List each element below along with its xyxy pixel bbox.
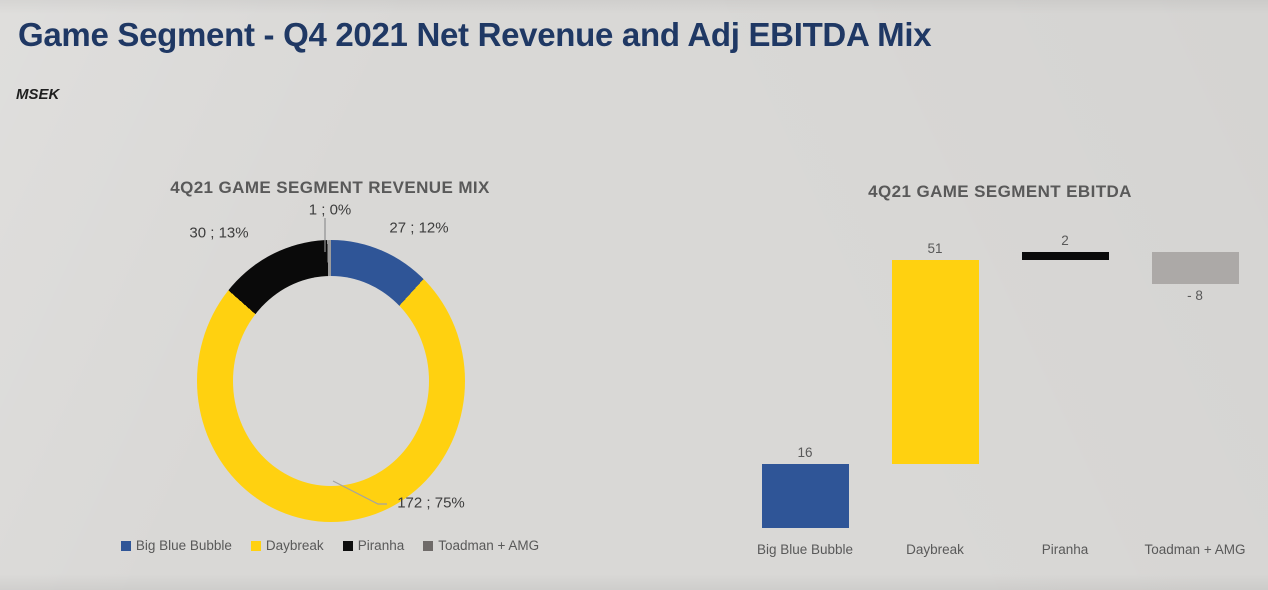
legend-item-daybreak: Daybreak [250,538,324,553]
category-label-daybreak: Daybreak [906,542,964,557]
bar-daybreak [891,259,979,464]
category-label-piranha: Piranha [1041,542,1089,557]
bar-value-label-toadman-amg: - 8 [1187,287,1203,303]
legend-item-toadman-amg: Toadman + AMG [423,538,539,553]
bar-toadman-amg [1151,251,1239,284]
ebitda-plot: 16 Big Blue Bubble 51 Daybreak 2 Piranha - 8 To… [740,170,1260,570]
legend-item-big-blue-bubble: Big Blue Bubble [120,538,232,553]
ebitda-chart: 4Q21 GAME SEGMENT EBITDA 16 Big Blue Bubb… [740,170,1260,570]
legend-label: Piranha [357,538,405,553]
legend-label: Big Blue Bubble [135,538,232,553]
legend-label: Toadman + AMG [438,538,540,553]
bar-big-blue-bubble [761,463,849,528]
legend-marker-big-blue-bubble-icon [120,540,131,551]
legend-marker-daybreak-icon [250,540,261,551]
pie-label-big-blue-bubble: 27 ; 12% [389,219,449,237]
pie-label-toadman-amg: 1 ; 0% [308,201,352,219]
ebitda-chart-title: 4Q21 GAME SEGMENT EBITDA [868,182,1132,201]
category-label-big-blue-bubble: Big Blue Bubble [756,542,854,557]
page-title: Game Segment - Q4 2021 Net Revenue and A… [18,16,932,53]
bar-value-label-big-blue-bubble: 16 [797,444,813,460]
bar-piranha [1021,251,1109,260]
revenue-mix-chart: 4Q21 GAME SEGMENT REVENUE MIX 27 ; 12% 1… [105,170,555,570]
unit-label: MSEK [16,86,60,103]
legend-marker-toadman-amg-icon [423,540,434,551]
bar-value-label-daybreak: 51 [927,240,943,256]
revenue-mix-chart-title: 4Q21 GAME SEGMENT REVENUE MIX [170,178,490,197]
legend-item-piranha: Piranha [342,538,405,553]
bar-value-label-piranha: 2 [1061,232,1069,248]
revenue-mix-donut [197,240,465,522]
category-label-toadman-amg: Toadman + AMG [1144,542,1246,557]
legend-marker-piranha-icon [342,540,353,551]
legend-label: Daybreak [265,538,324,553]
pie-label-piranha: 30 ; 13% [189,224,249,242]
donut-hole [233,276,429,486]
legend: Big Blue Bubble Daybreak Piranha Toadman + … [105,538,555,553]
pie-label-daybreak: 172 ; 75% [397,494,465,512]
